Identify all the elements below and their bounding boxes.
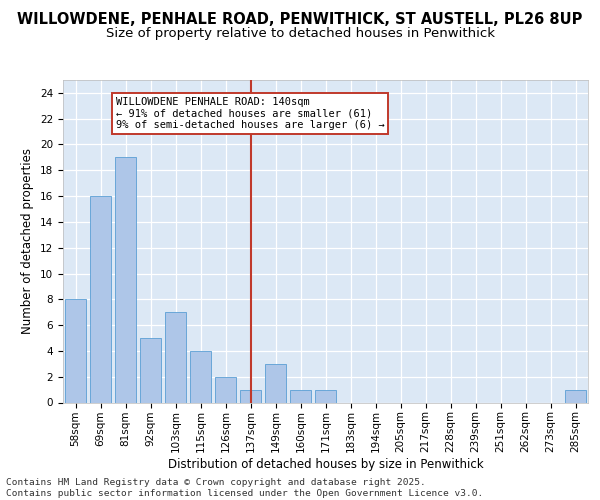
- Bar: [240, 390, 261, 402]
- Bar: [165, 312, 186, 402]
- X-axis label: Distribution of detached houses by size in Penwithick: Distribution of detached houses by size …: [167, 458, 484, 471]
- Text: Size of property relative to detached houses in Penwithick: Size of property relative to detached ho…: [106, 28, 494, 40]
- Text: WILLOWDENE PENHALE ROAD: 140sqm
← 91% of detached houses are smaller (61)
9% of : WILLOWDENE PENHALE ROAD: 140sqm ← 91% of…: [115, 97, 384, 130]
- Bar: [190, 351, 211, 403]
- Text: WILLOWDENE, PENHALE ROAD, PENWITHICK, ST AUSTELL, PL26 8UP: WILLOWDENE, PENHALE ROAD, PENWITHICK, ST…: [17, 12, 583, 28]
- Bar: [290, 390, 311, 402]
- Bar: [565, 390, 586, 402]
- Bar: [215, 376, 236, 402]
- Bar: [90, 196, 111, 402]
- Bar: [65, 300, 86, 403]
- Bar: [315, 390, 336, 402]
- Text: Contains HM Land Registry data © Crown copyright and database right 2025.
Contai: Contains HM Land Registry data © Crown c…: [6, 478, 483, 498]
- Y-axis label: Number of detached properties: Number of detached properties: [22, 148, 34, 334]
- Bar: [265, 364, 286, 403]
- Bar: [140, 338, 161, 402]
- Bar: [115, 158, 136, 402]
